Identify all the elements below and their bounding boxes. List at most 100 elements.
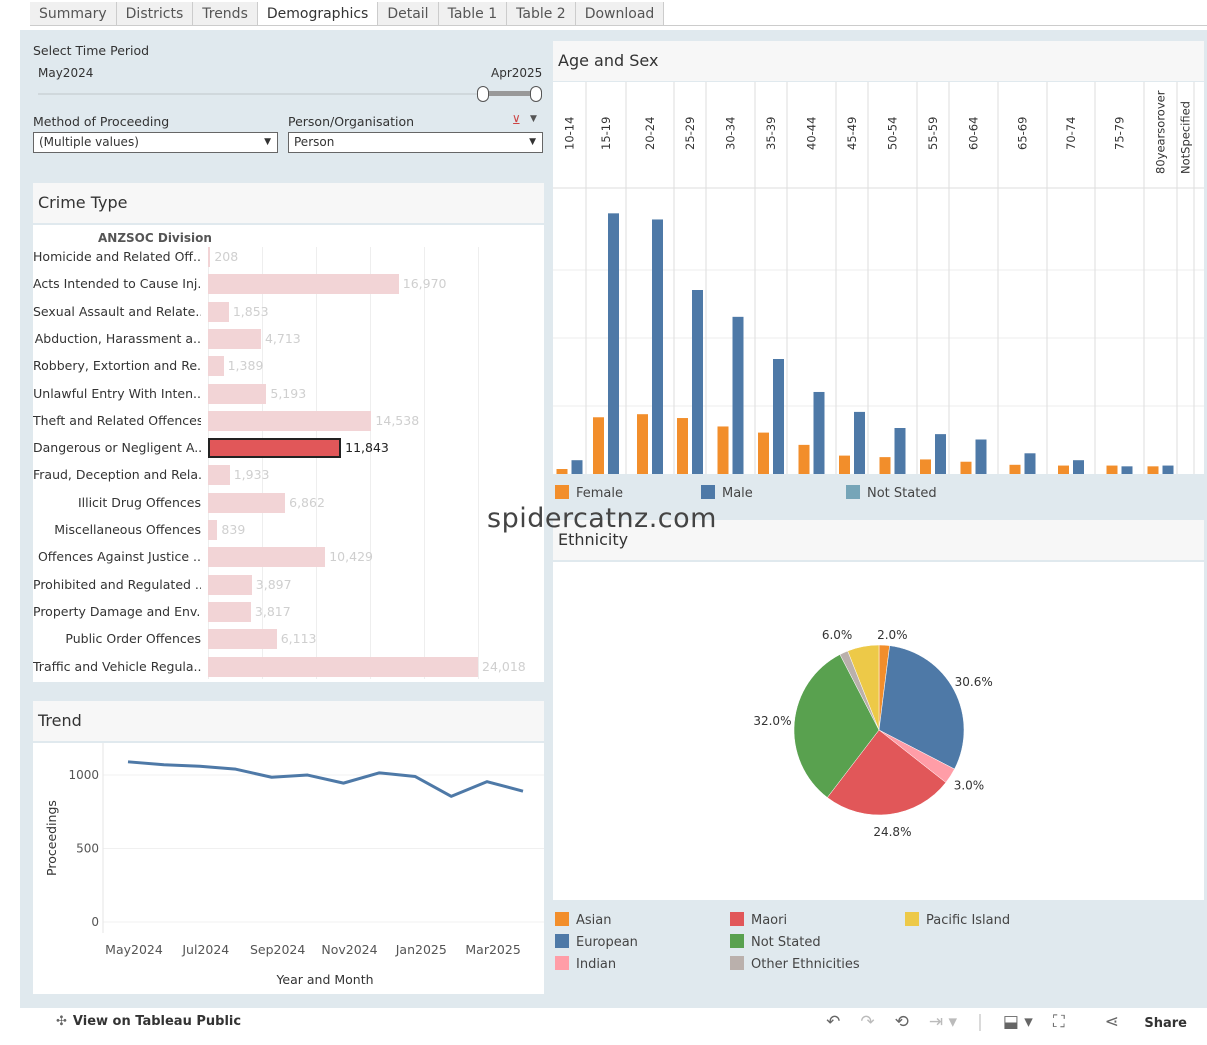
footer-toolbar: ✣ View on Tableau Public ↶ ↷ ⟲ ⇥ ▾ | ⬓ ▾ … xyxy=(0,1008,1207,1045)
crime-category-label[interactable]: Miscellaneous Offences xyxy=(54,522,201,537)
age-bar-male xyxy=(652,219,663,474)
trend-line xyxy=(127,760,524,798)
crime-category-label[interactable]: Unlawful Entry With Inten.. xyxy=(33,385,201,401)
time-slider-end-handle[interactable] xyxy=(530,86,542,102)
crime-category-label[interactable]: Prohibited and Regulated .. xyxy=(33,576,201,592)
legend-item-not-stated[interactable]: Not Stated xyxy=(730,934,821,950)
crime-bar-robbery-extortion-and-re[interactable] xyxy=(208,356,224,377)
crime-category-label[interactable]: Sexual Assault and Relate.. xyxy=(33,303,201,319)
trend-x-axis-title: Year and Month xyxy=(275,972,373,987)
crime-category-label[interactable]: Homicide and Related Off.. xyxy=(33,249,201,264)
crime-category-label[interactable]: Offences Against Justice .. xyxy=(37,549,201,565)
fullscreen-icon[interactable]: ⛶ xyxy=(1052,1012,1065,1032)
crime-value-label: 6,113 xyxy=(280,631,317,647)
crime-bar-property-damage-and-env[interactable] xyxy=(208,601,251,622)
legend-item-maori[interactable]: Maori xyxy=(730,912,787,928)
age-bar-male xyxy=(732,316,744,474)
legend-swatch xyxy=(555,912,569,926)
crime-category-label[interactable]: Illicit Drug Offences xyxy=(77,494,201,510)
tab-summary[interactable]: Summary xyxy=(30,2,117,26)
age-column-label: 65-69 xyxy=(1016,117,1030,150)
trend-x-tick-label: May2024 xyxy=(105,942,163,957)
dashboard-tabs: Summary Districts Trends Demographics Detail… xyxy=(30,2,665,26)
crime-bar-sexual-assault-and-relate[interactable] xyxy=(208,301,229,322)
crime-value-label: 4,713 xyxy=(264,330,301,346)
crime-category-label[interactable]: Property Damage and Env.. xyxy=(33,603,201,619)
age-bar-female xyxy=(839,455,850,474)
crime-bar-theft-and-related-offences[interactable] xyxy=(208,410,372,431)
legend-item-female[interactable]: Female xyxy=(555,485,623,501)
crime-category-label[interactable]: Theft and Related Offences xyxy=(33,412,201,428)
legend-item-male[interactable]: Male xyxy=(701,485,753,501)
crime-bar-public-order-offences[interactable] xyxy=(208,629,277,650)
crime-bar-acts-intended-to-cause-inj[interactable] xyxy=(208,274,399,295)
tab-table-2[interactable]: Table 2 xyxy=(507,2,576,26)
crime-bar-prohibited-and-regulated[interactable] xyxy=(208,574,252,595)
legend-swatch xyxy=(555,934,569,948)
age-column-label: 50-54 xyxy=(886,117,900,150)
legend-label: European xyxy=(576,935,638,950)
trend-x-tick-label: Sep2024 xyxy=(250,942,305,957)
age-bar-male xyxy=(608,213,619,475)
redo-icon[interactable]: ↷ xyxy=(860,1012,875,1032)
undo-icon[interactable]: ↶ xyxy=(826,1012,841,1032)
age-bar-male xyxy=(1024,453,1036,474)
crime-bar-dangerous-or-negligent-a[interactable] xyxy=(208,438,342,459)
tab-trends[interactable]: Trends xyxy=(193,2,258,26)
legend-item-not-stated[interactable]: Not Stated xyxy=(846,485,937,501)
crime-bar-miscellaneous-offences[interactable] xyxy=(208,520,218,540)
tab-demographics[interactable]: Demographics xyxy=(257,2,379,26)
legend-item-asian[interactable]: Asian xyxy=(555,912,611,928)
legend-label: Asian xyxy=(576,913,612,928)
age-bar-male xyxy=(571,460,583,474)
crime-bar-abduction-harassment-a[interactable] xyxy=(208,328,261,349)
trend-title: Trend xyxy=(33,701,544,741)
crime-bar-homicide-and-related-off[interactable] xyxy=(208,247,211,267)
crime-bar-illicit-drug-offences[interactable] xyxy=(208,492,286,513)
crime-category-label[interactable]: Dangerous or Negligent A.. xyxy=(33,440,201,456)
filter-menu-chevron-icon[interactable]: ▼ xyxy=(530,114,537,124)
crime-bar-traffic-and-vehicle-regula[interactable] xyxy=(208,656,478,677)
share-icon: ⋖ xyxy=(1104,1012,1119,1032)
share-button[interactable]: ⋖ Share xyxy=(1085,1012,1187,1032)
download-icon[interactable]: ⬓ ▾ xyxy=(1002,1012,1033,1032)
legend-item-other-ethnicities[interactable]: Other Ethnicities xyxy=(730,956,860,972)
view-on-tableau-link[interactable]: ✣ View on Tableau Public xyxy=(56,1014,241,1029)
crime-bar-offences-against-justice[interactable] xyxy=(208,547,326,568)
age-column-label: 20-24 xyxy=(643,117,657,150)
pie-slice-not-stated xyxy=(793,654,880,798)
age-bar-male xyxy=(692,290,703,474)
time-slider-track[interactable] xyxy=(38,93,538,95)
method-select[interactable]: (Multiple values) ▼ xyxy=(33,132,278,153)
person-select[interactable]: Person ▼ xyxy=(288,132,543,153)
tab-districts[interactable]: Districts xyxy=(116,2,194,26)
crime-category-label[interactable]: Fraud, Deception and Rela.. xyxy=(33,467,201,483)
crime-category-label[interactable]: Public Order Offences xyxy=(65,631,201,647)
age-bar-female xyxy=(879,457,891,474)
crime-bar-fraud-deception-and-rela[interactable] xyxy=(208,465,230,486)
age-column-label: NotSpecified xyxy=(1179,101,1193,174)
crime-category-label[interactable]: Robbery, Extortion and Re.. xyxy=(33,358,201,374)
tab-table-1[interactable]: Table 1 xyxy=(438,2,508,26)
time-slider-range[interactable] xyxy=(482,91,538,96)
legend-item-indian[interactable]: Indian xyxy=(555,956,616,972)
tab-detail[interactable]: Detail xyxy=(378,2,439,26)
crime-category-label[interactable]: Abduction, Harassment a.. xyxy=(34,330,201,346)
crime-category-label[interactable]: Acts Intended to Cause Inj.. xyxy=(33,276,201,292)
legend-swatch xyxy=(555,956,569,970)
age-column-label: 15-19 xyxy=(599,117,613,150)
footer-actions: ↶ ↷ ⟲ ⇥ ▾ | ⬓ ▾ ⛶ ⋖ Share xyxy=(806,1012,1187,1032)
revert-icon[interactable]: ⟲ xyxy=(894,1012,909,1032)
legend-swatch xyxy=(730,956,744,970)
age-column-label: 30-34 xyxy=(724,117,738,150)
crime-bar-unlawful-entry-with-inten[interactable] xyxy=(208,383,267,404)
tableau-logo-icon: ✣ xyxy=(56,1014,67,1029)
age-bar-female xyxy=(1147,466,1159,474)
time-slider-start-handle[interactable] xyxy=(477,86,489,102)
legend-item-european[interactable]: European xyxy=(555,934,638,950)
refresh-icon[interactable]: ⇥ ▾ xyxy=(928,1012,958,1032)
clear-filter-icon[interactable]: ⊻ xyxy=(512,113,521,127)
legend-item-pacific-island[interactable]: Pacific Island xyxy=(905,912,1010,928)
crime-category-label[interactable]: Traffic and Vehicle Regula.. xyxy=(33,658,201,674)
tab-download[interactable]: Download xyxy=(575,2,665,26)
